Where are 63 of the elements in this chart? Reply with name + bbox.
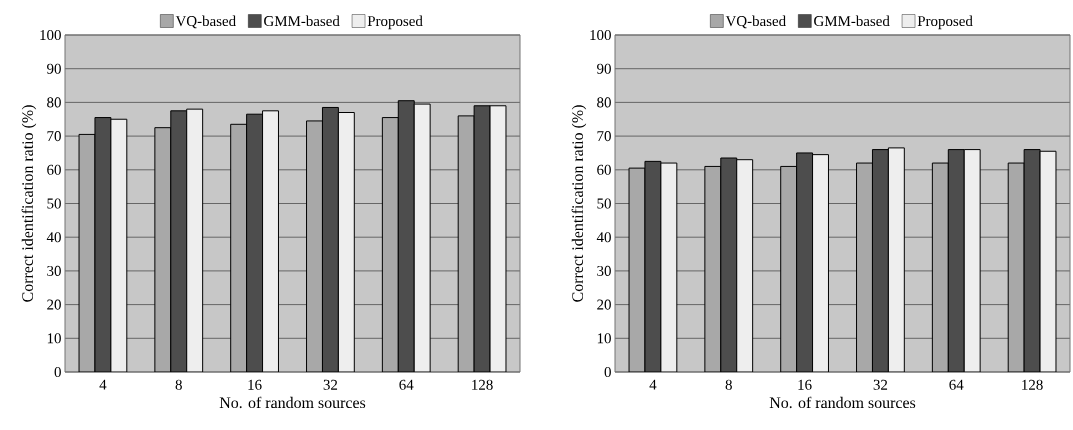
bar (246, 113, 264, 372)
bar (887, 147, 905, 372)
x-tick-label: 32 (873, 379, 888, 390)
y-tick-label: 40 (596, 232, 611, 243)
x-tick-label: 64 (399, 379, 414, 390)
y-tick-label: 90 (597, 63, 611, 74)
y-tick-label: 0 (54, 366, 61, 378)
legend-label: Proposed (367, 15, 423, 30)
bar (931, 162, 949, 372)
y-tick-label: 0 (604, 366, 611, 378)
x-tick-label: 4 (99, 379, 107, 390)
x-tick-label: 4 (649, 379, 657, 390)
x-tick-label: 32 (323, 379, 338, 390)
y-tick-label: 80 (47, 97, 61, 108)
y-tick-label: 70 (597, 131, 611, 142)
y-tick-label: 20 (47, 299, 61, 310)
legend-label: VQ-based (175, 15, 236, 29)
legend-label: GMM-based (264, 15, 340, 27)
bar (338, 112, 355, 372)
x-tick-label: 8 (725, 379, 732, 390)
bar (736, 159, 754, 372)
x-tick-label: 16 (248, 379, 262, 390)
legend-label: GMM-based (814, 15, 890, 27)
x-tick-label: 8 (175, 379, 182, 390)
bar (720, 157, 738, 372)
y-tick-label: 90 (47, 63, 61, 74)
y-tick-label: 100 (590, 29, 611, 41)
bar (856, 162, 873, 372)
bar (381, 117, 399, 372)
y-tick-label: 10 (47, 333, 61, 344)
x-tick-label: 128 (472, 379, 493, 390)
y-tick-label: 60 (597, 164, 611, 175)
y-tick-label: 30 (597, 265, 611, 276)
bar (947, 149, 965, 372)
y-tick-label: 60 (47, 164, 61, 175)
x-axis-title: No. of random sources (219, 396, 366, 409)
bar (186, 108, 204, 372)
y-tick-label: 70 (47, 131, 61, 142)
legend-label: VQ-based (725, 15, 786, 29)
bar (262, 110, 279, 372)
bar (780, 166, 797, 372)
bar (306, 120, 323, 372)
y-tick-label: 50 (47, 198, 61, 209)
bar (170, 110, 188, 372)
y-tick-label: 30 (47, 265, 61, 276)
y-tick-label: 10 (597, 333, 611, 344)
y-axis-title: Correct identification ratio (%) (21, 105, 37, 302)
y-tick-label: 80 (597, 97, 611, 108)
legend-label: Proposed (917, 15, 973, 30)
y-tick-label: 100 (40, 29, 61, 41)
bar (871, 149, 889, 372)
x-tick-label: 128 (1022, 379, 1043, 390)
bar (230, 123, 248, 372)
bar (322, 107, 339, 372)
bar (796, 152, 813, 372)
y-tick-label: 50 (597, 198, 611, 209)
y-tick-label: 20 (597, 299, 611, 310)
y-axis-title: Correct identification ratio (%) (571, 105, 587, 302)
x-tick-label: 16 (798, 379, 812, 390)
x-axis-title: No. of random sources (769, 396, 916, 409)
y-tick-label: 40 (46, 232, 61, 243)
bar (812, 154, 829, 372)
x-tick-label: 64 (949, 379, 964, 390)
